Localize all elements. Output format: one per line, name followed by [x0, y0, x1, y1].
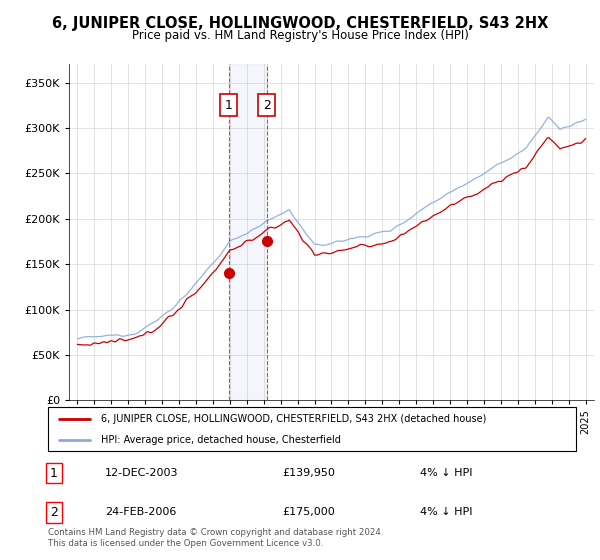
Bar [229, 64, 266, 400]
FancyBboxPatch shape [48, 407, 576, 451]
Text: 24-FEB-2006: 24-FEB-2006 [105, 507, 176, 517]
Text: HPI: Average price, detached house, Chesterfield: HPI: Average price, detached house, Ches… [101, 435, 341, 445]
Text: 4% ↓ HPI: 4% ↓ HPI [420, 468, 473, 478]
Text: £175,000: £175,000 [282, 507, 335, 517]
Text: 6, JUNIPER CLOSE, HOLLINGWOOD, CHESTERFIELD, S43 2HX (detached house): 6, JUNIPER CLOSE, HOLLINGWOOD, CHESTERFI… [101, 414, 486, 424]
Text: 6, JUNIPER CLOSE, HOLLINGWOOD, CHESTERFIELD, S43 2HX: 6, JUNIPER CLOSE, HOLLINGWOOD, CHESTERFI… [52, 16, 548, 31]
Text: £139,950: £139,950 [282, 468, 335, 478]
Text: 12-DEC-2003: 12-DEC-2003 [105, 468, 179, 478]
Text: 2: 2 [263, 99, 271, 112]
Text: Price paid vs. HM Land Registry's House Price Index (HPI): Price paid vs. HM Land Registry's House … [131, 29, 469, 42]
Text: Contains HM Land Registry data © Crown copyright and database right 2024.
This d: Contains HM Land Registry data © Crown c… [48, 528, 383, 548]
Text: 2: 2 [50, 506, 58, 519]
Text: 1: 1 [50, 466, 58, 480]
Text: 4% ↓ HPI: 4% ↓ HPI [420, 507, 473, 517]
Text: 1: 1 [224, 99, 232, 112]
